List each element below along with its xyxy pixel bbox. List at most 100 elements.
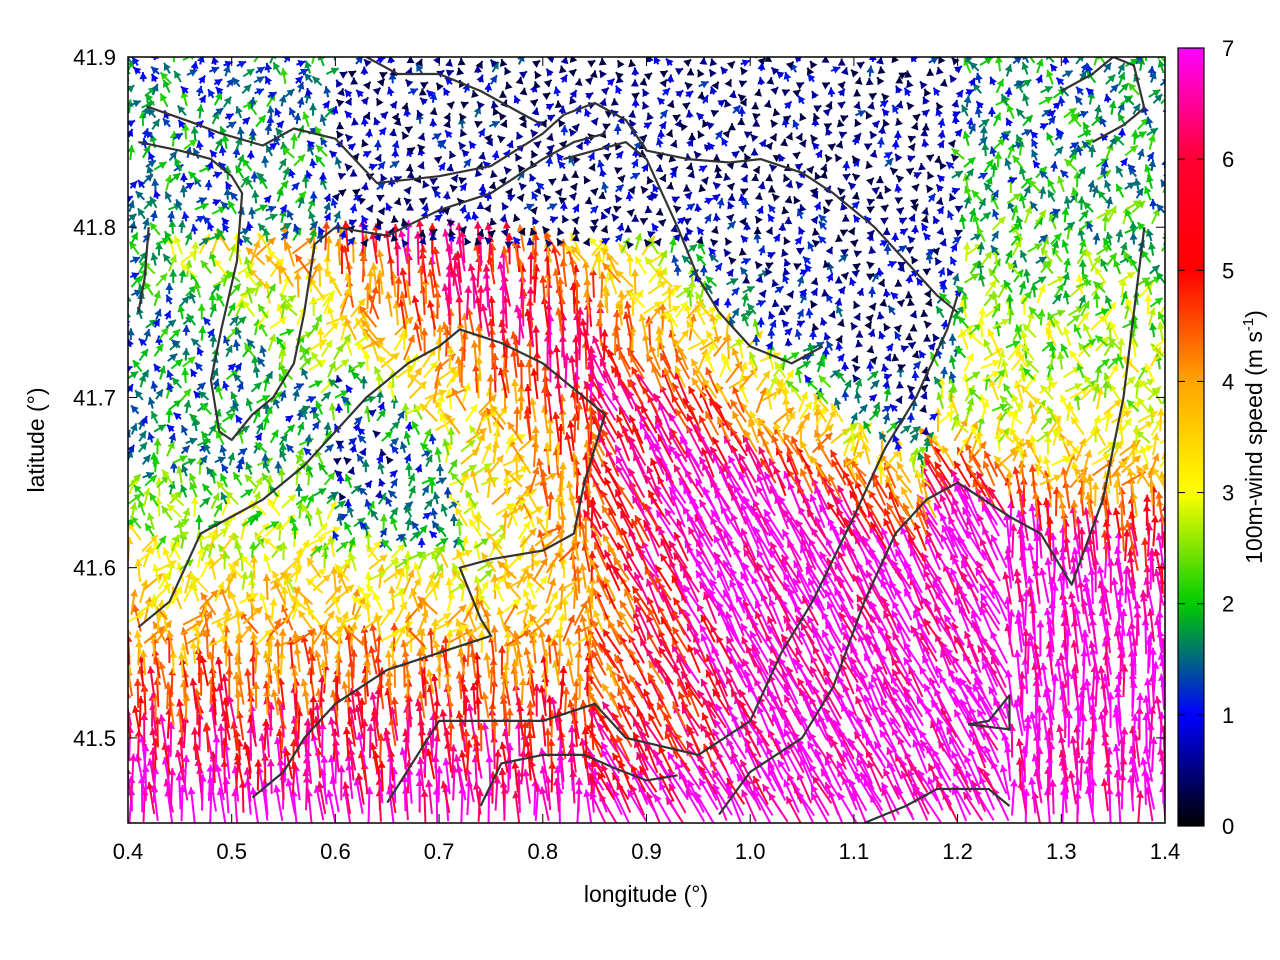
plot-area <box>117 56 1174 824</box>
wind-arrow <box>1166 138 1174 148</box>
wind-arrow <box>176 698 186 731</box>
wind-arrow <box>811 775 833 804</box>
wind-arrow <box>538 747 549 783</box>
wind-arrow <box>968 729 987 763</box>
wind-arrow <box>836 760 856 794</box>
wind-arrow <box>376 733 385 763</box>
wind-arrow <box>390 697 399 727</box>
wind-arrow <box>316 781 327 815</box>
wind-arrow <box>633 739 649 771</box>
wind-arrow <box>1166 429 1174 452</box>
wind-arrow <box>521 720 530 751</box>
wind-arrow <box>458 750 468 782</box>
wind-arrow <box>948 736 967 770</box>
wind-arrow <box>756 705 773 741</box>
wind-arrow <box>783 779 800 814</box>
wind-arrow <box>439 709 448 742</box>
wind-arrow <box>873 741 896 773</box>
wind-arrow <box>235 710 245 741</box>
wind-arrow <box>1023 715 1032 752</box>
wind-arrow <box>140 712 149 746</box>
wind-arrow <box>416 756 425 792</box>
wind-arrow <box>886 746 903 780</box>
wind-arrow <box>356 732 367 769</box>
wind-arrow <box>414 698 425 732</box>
wind-arrow <box>999 764 1011 801</box>
wind-arrow <box>120 350 128 361</box>
wind-arrow <box>698 778 719 811</box>
wind-arrow <box>963 755 981 789</box>
wind-arrow <box>1015 738 1026 772</box>
wind-arrow <box>369 692 379 726</box>
wind-arrow <box>699 723 720 753</box>
wind-arrow <box>936 717 952 752</box>
wind-arrow <box>1120 727 1129 762</box>
wind-arrow <box>366 723 375 759</box>
wind-arrow <box>522 768 531 804</box>
wind-arrow <box>206 764 215 801</box>
wind-arrow <box>511 761 520 793</box>
wind-arrow <box>453 754 463 789</box>
wind-arrow <box>701 712 716 741</box>
wind-arrow <box>226 695 237 729</box>
wind-arrow <box>318 722 327 758</box>
wind-arrow <box>128 768 133 802</box>
wind-arrow <box>900 770 917 803</box>
wind-arrow <box>242 741 252 773</box>
wind-arrow <box>369 742 379 773</box>
wind-arrow <box>553 765 562 802</box>
wind-arrow <box>168 768 177 803</box>
wind-arrow <box>824 781 840 816</box>
wind-arrow <box>668 783 687 814</box>
wind-arrow <box>1100 778 1109 812</box>
wind-vector-field <box>117 57 1174 823</box>
wind-arrow <box>440 780 451 814</box>
wind-arrow <box>1157 747 1165 782</box>
wind-arrow <box>1056 724 1067 759</box>
wind-arrow <box>493 749 502 782</box>
wind-arrow <box>647 713 664 741</box>
wind-arrow <box>855 757 875 790</box>
wind-arrow <box>120 518 128 538</box>
wind-arrow <box>158 714 168 750</box>
wind-arrow <box>1069 736 1078 771</box>
wind-arrow <box>1010 779 1019 816</box>
wind-arrow <box>632 731 649 761</box>
wind-arrow <box>539 786 550 821</box>
wind-arrow <box>881 787 897 821</box>
wind-arrow <box>575 777 584 813</box>
wind-arrow <box>131 705 141 736</box>
wind-arrow <box>1065 711 1074 748</box>
wind-arrow <box>238 780 247 813</box>
wind-arrow <box>355 772 365 805</box>
wind-arrow <box>1077 756 1086 791</box>
wind-arrow <box>820 768 842 800</box>
wind-arrow <box>912 739 928 774</box>
wind-arrow <box>261 718 270 751</box>
wind-arrow <box>120 414 128 424</box>
wind-arrow <box>667 751 689 784</box>
wind-arrow <box>190 727 199 760</box>
wind-arrow <box>636 751 651 784</box>
wind-arrow <box>991 714 1011 748</box>
wind-arrow <box>841 750 861 784</box>
wind-arrow <box>117 538 126 551</box>
wind-arrow <box>187 787 196 823</box>
wind-arrow <box>128 407 129 409</box>
wind-arrow <box>285 778 296 815</box>
wind-arrow <box>175 773 184 810</box>
wind-arrow <box>455 710 464 741</box>
wind-arrow <box>499 741 509 773</box>
wind-arrow <box>642 719 664 749</box>
wind-arrow <box>976 708 999 741</box>
wind-arrow <box>217 723 226 759</box>
wind-arrow <box>266 759 275 794</box>
wind-arrow <box>309 695 318 727</box>
wind-arrow <box>583 789 593 823</box>
wind-arrow <box>328 716 338 751</box>
wind-arrow <box>964 770 981 805</box>
wind-arrow <box>342 726 351 758</box>
wind-arrow <box>120 572 128 591</box>
wind-arrow <box>930 720 945 752</box>
